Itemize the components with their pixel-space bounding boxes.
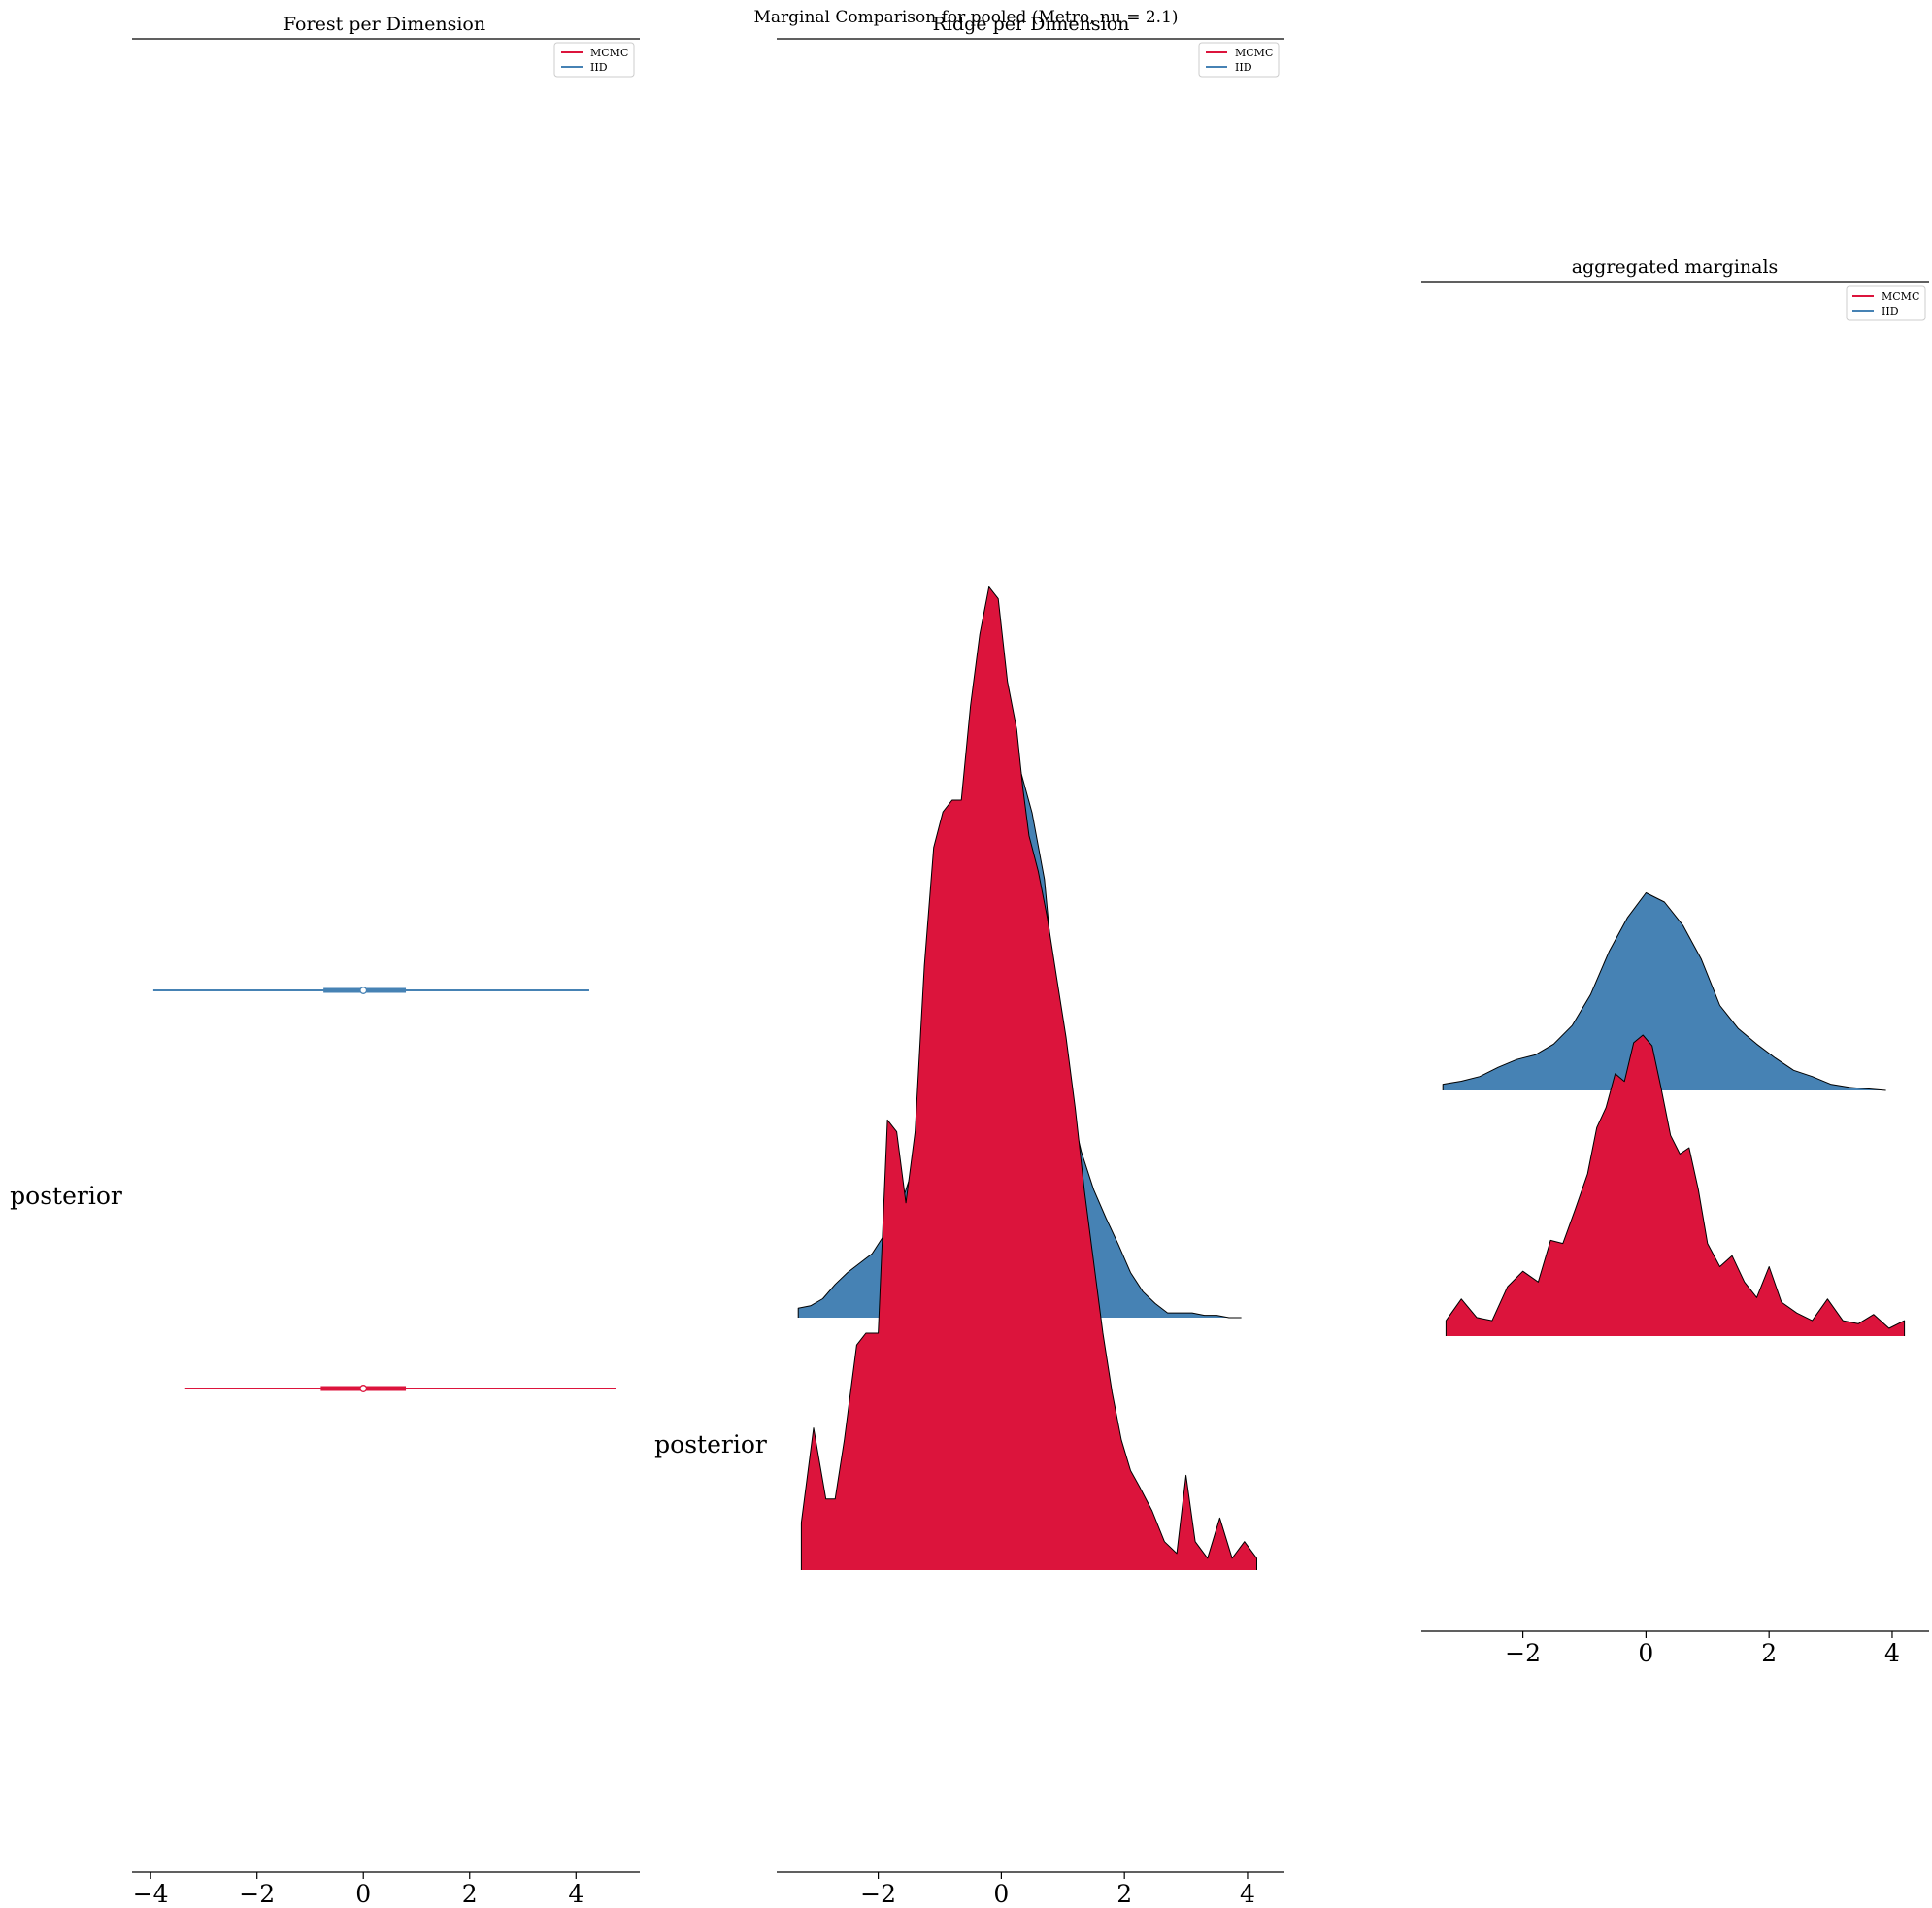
legend-iid-label: IID: [590, 61, 608, 74]
x-tick-label: 4: [1240, 1880, 1255, 1908]
ridge-mcmc-density-area: [801, 586, 1257, 1570]
panel-aggregated-title: aggregated marginals: [1572, 256, 1779, 278]
forest-iid-center-point: [359, 987, 368, 994]
x-tick-label: 2: [1761, 1639, 1777, 1667]
x-tick-label: −2: [860, 1880, 896, 1908]
panel-ridge-ylabel: posterior: [654, 1430, 767, 1458]
legend-mcmc-label: MCMC: [1235, 47, 1273, 59]
panel-aggregated: aggregated marginals −2 0 2 4 MCMC IID: [1421, 256, 1929, 1667]
ridge-mcmc-density-outline: [1445, 1034, 1906, 1336]
aggregated-marks: [1442, 892, 1906, 1336]
ridge-mcmc-density-outline: [800, 586, 1257, 1570]
legend-mcmc-label: MCMC: [1882, 290, 1919, 303]
x-tick-label: 4: [568, 1880, 583, 1908]
x-tick-label: 4: [1884, 1639, 1900, 1667]
x-tick-label: 0: [993, 1880, 1009, 1908]
x-tick-label: −2: [239, 1880, 275, 1908]
legend-mcmc-label: MCMC: [590, 47, 628, 59]
panel-ridge-title: Ridge per Dimension: [933, 14, 1130, 35]
ridge-iid-density-outline: [1442, 892, 1886, 1091]
x-tick-label: −4: [133, 1880, 169, 1908]
forest-mcmc-center-point: [359, 1385, 368, 1392]
panel-aggregated-x-ticks: −2 0 2 4: [1505, 1631, 1900, 1667]
ridge-marks: [797, 586, 1257, 1570]
x-tick-label: 2: [1116, 1880, 1132, 1908]
legend-iid-label: IID: [1882, 305, 1899, 318]
legend-frame: [1846, 285, 1926, 321]
panel-forest: Forest per Dimension posterior −4 −2 0 2 4 M…: [10, 14, 640, 1908]
panel-forest-title: Forest per Dimension: [283, 14, 485, 35]
panel-ridge-x-ticks: −2 0 2 4: [860, 1872, 1255, 1908]
forest-marks: [152, 987, 616, 1392]
x-tick-label: 2: [462, 1880, 478, 1908]
ridge-iid-density-area: [1443, 892, 1886, 1090]
panel-forest-ylabel: posterior: [10, 1182, 122, 1210]
panel-aggregated-legend: MCMC IID: [1846, 285, 1926, 321]
panel-forest-legend: MCMC IID: [553, 42, 635, 78]
x-tick-label: −2: [1505, 1639, 1541, 1667]
legend-frame: [553, 42, 635, 78]
legend-iid-label: IID: [1235, 61, 1252, 74]
x-tick-label: 0: [355, 1880, 371, 1908]
x-tick-label: 0: [1638, 1639, 1653, 1667]
ridge-mcmc-density-area: [1446, 1035, 1905, 1336]
panel-ridge: Ridge per Dimension posterior −2 0 2 4 MCMC…: [654, 14, 1284, 1908]
panel-ridge-legend: MCMC IID: [1198, 42, 1280, 78]
panel-forest-x-ticks: −4 −2 0 2 4: [133, 1872, 583, 1908]
legend-frame: [1198, 42, 1280, 78]
figure-suptitle: Marginal Comparison for pooled (Metro, n…: [753, 8, 1178, 27]
